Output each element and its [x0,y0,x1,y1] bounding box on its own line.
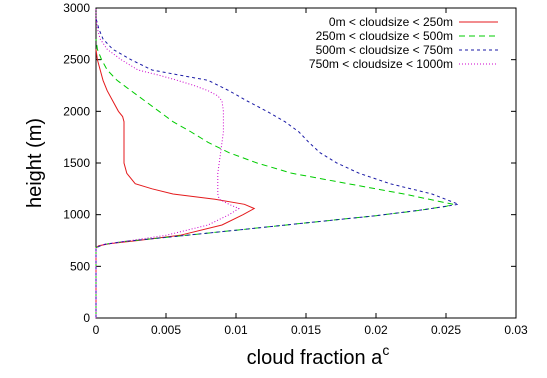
y-axis-label: height (m) [24,118,46,208]
y-tick-label: 1500 [63,156,90,170]
legend-label-3: 500m < cloudsize < 750m [316,43,453,57]
y-tick-label: 2500 [63,53,90,67]
x-tick-label: 0 [93,323,100,337]
series-lines [95,8,461,318]
legend-label-2: 250m < cloudsize < 500m [316,29,453,43]
y-tick-label: 500 [70,259,90,273]
y-tick-label: 3000 [63,1,90,15]
x-axis-label-main: cloud fraction a [247,347,384,369]
series-line-3 [95,18,461,318]
series-line-2 [95,38,454,318]
x-tick-label: 0.02 [364,323,388,337]
x-tick-label: 0.025 [431,323,461,337]
x-tick-label: 0.015 [291,323,321,337]
axis-ticks: 0 0.005 0.01 0.015 0.02 0.025 0.03 0 500 1000 1500… [63,1,528,337]
series-line-4 [95,8,240,318]
y-tick-label: 0 [83,311,90,325]
y-tick-label: 1000 [63,208,90,222]
plot-frame [95,7,517,319]
x-tick-label: 0.01 [224,323,248,337]
series-line-1 [95,49,256,318]
x-axis-label: cloud fraction ac [247,342,390,369]
legend-label-4: 750m < cloudsize < 1000m [309,57,453,71]
y-tick-label: 2000 [63,104,90,118]
x-tick-label: 0.03 [504,323,528,337]
x-tick-label: 0.005 [151,323,181,337]
x-axis-label-superscript: c [382,342,389,358]
legend-label-1: 0m < cloudsize < 250m [329,15,453,29]
